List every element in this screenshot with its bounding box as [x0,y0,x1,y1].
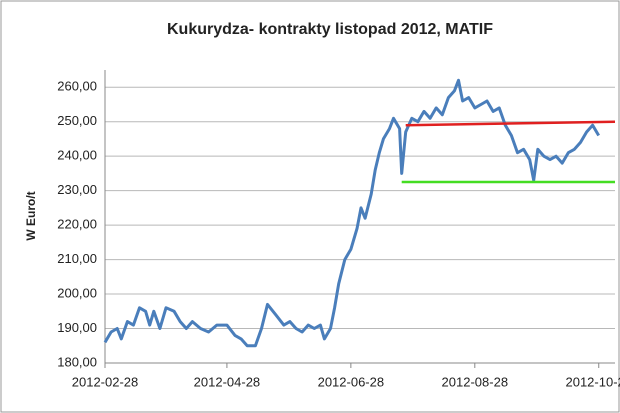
reference-line [405,120,616,127]
x-tick-label: 2012-08-28 [442,374,509,389]
y-axis-label: W Euro/t [24,191,38,240]
price-line [103,78,600,348]
x-tick-label: 2012-02-28 [72,374,139,389]
y-tick-label: 260,00 [57,79,97,94]
y-tick-label: 230,00 [57,182,97,197]
x-tick-label: 2012-10-28 [565,374,620,389]
y-tick-label: 210,00 [57,251,97,266]
x-tick-label: 2012-04-28 [194,374,261,389]
x-tick-label: 2012-06-28 [318,374,385,389]
y-tick-label: 180,00 [57,354,97,369]
y-tick-label: 200,00 [57,285,97,300]
y-tick-label: 240,00 [57,148,97,163]
y-tick-label: 220,00 [57,217,97,232]
chart-title: Kukurydza- kontrakty listopad 2012, MATI… [167,21,493,38]
y-tick-label: 190,00 [57,320,97,335]
y-tick-label: 250,00 [57,113,97,128]
